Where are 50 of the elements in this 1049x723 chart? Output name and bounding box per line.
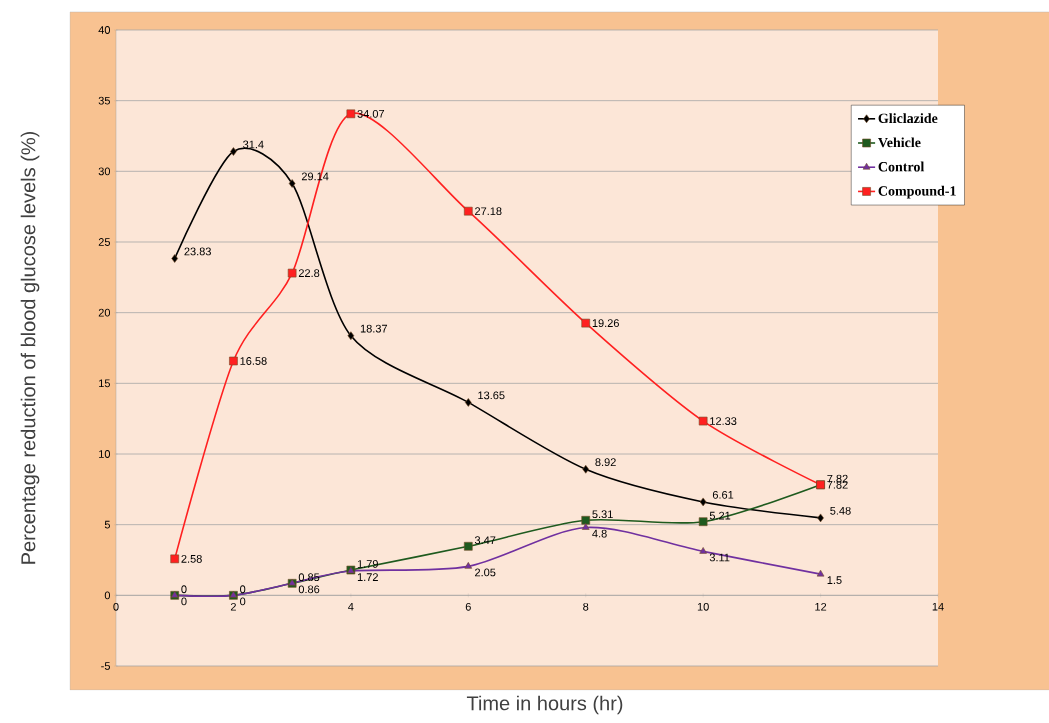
data-label: 1.5 [827,576,842,585]
data-label: 34.07 [357,109,385,118]
data-label: 6.61 [712,490,734,499]
legend-label: Gliclazide [878,113,938,124]
x-tick-label: 2 [230,602,236,611]
data-label: 5.21 [709,511,731,520]
data-label: 5.31 [592,510,613,519]
data-label: 0.86 [298,585,320,594]
y-tick-label: 10 [99,450,111,458]
data-label: 23.83 [184,247,211,256]
data-label: 31.4 [243,140,264,149]
data-label: 5.48 [830,506,851,515]
data-label: 27.18 [475,207,502,216]
y-tick-label: 20 [98,308,111,317]
y-tick-label: 40 [98,26,111,34]
data-label: 22.8 [298,269,320,277]
data-label: 4.8 [592,529,607,538]
data-label: 7.82 [827,474,848,483]
data-label: 1.72 [357,573,378,581]
legend-label: Vehicle [878,137,921,148]
x-tick-label: 8 [583,602,589,611]
y-tick-label: 5 [104,520,110,529]
y-tick-label: 35 [98,96,110,105]
data-label: 3.11 [709,553,730,562]
y-tick-label: -5 [101,662,110,670]
data-label: 2.58 [181,554,202,563]
legend-label: Compound-1 [878,185,956,199]
data-label: 12.33 [710,417,737,425]
x-tick-label: 4 [348,602,354,611]
data-label: 13.65 [478,391,505,400]
y-tick-label: 0 [104,591,111,600]
x-tick-label: 12 [815,602,827,611]
x-axis-title: Time in hours (hr) [466,695,623,715]
x-tick-label: 0 [113,602,119,611]
y-tick-label: 25 [98,238,110,246]
y-tick-label: 15 [99,379,110,388]
data-label: 8.92 [595,458,616,467]
x-tick-label: 14 [932,602,944,611]
data-label: 16.58 [240,357,267,365]
legend-label: Control [878,161,925,172]
y-tick-label: 30 [98,167,111,176]
data-label: 0 [240,585,246,594]
data-label: 19.26 [592,319,619,328]
x-tick-label: 6 [465,602,471,611]
data-label: 7.82 [827,480,848,489]
data-label: 2.05 [475,568,496,577]
data-label: 18.37 [360,324,388,333]
data-label: 0 [181,585,187,594]
x-tick-label: 10 [697,602,709,611]
y-axis-title: Percentage reduction of blood glucose levels (%) [20,131,40,564]
